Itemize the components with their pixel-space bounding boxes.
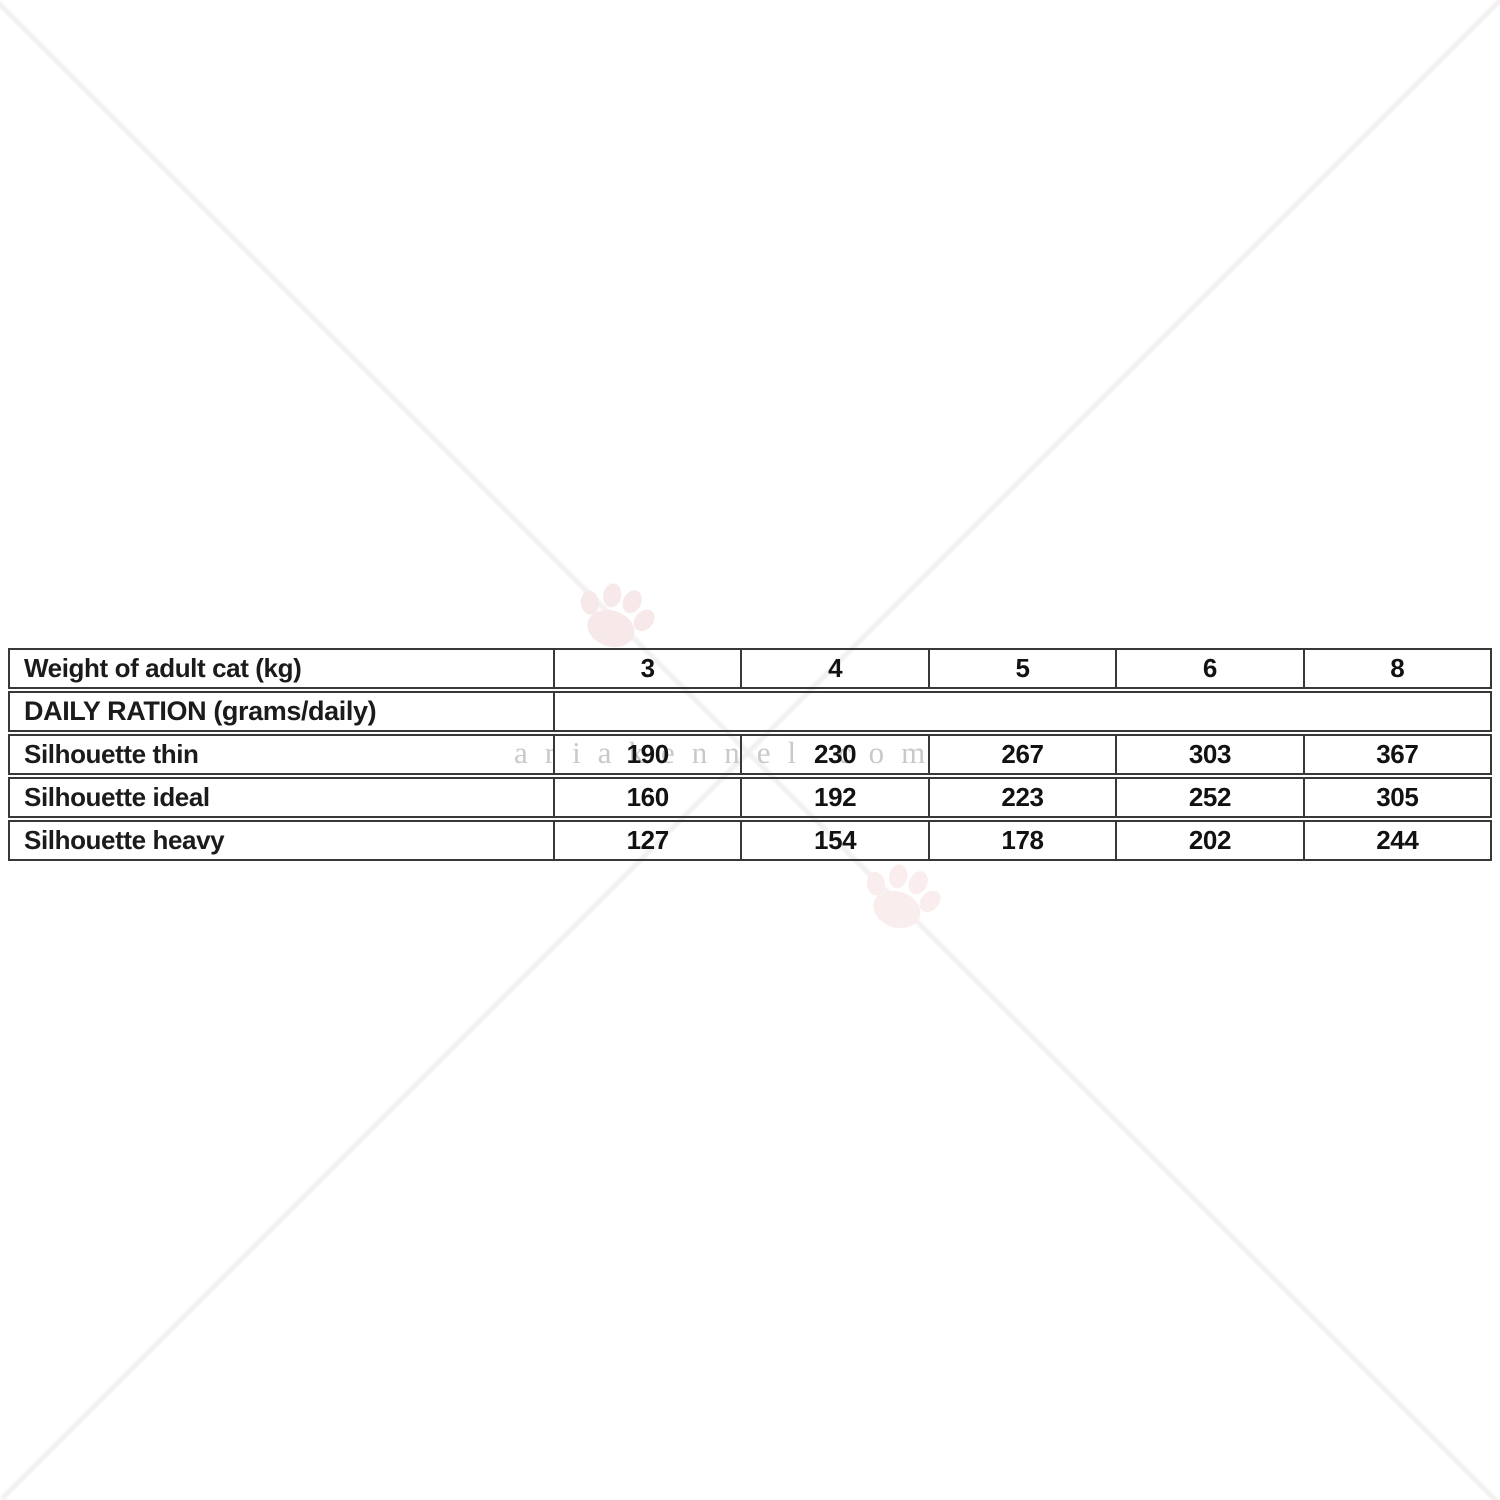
weight-col-8: 8 (1302, 650, 1490, 687)
ration-value: 252 (1115, 779, 1302, 816)
table-row-silhouette-ideal: Silhouette ideal 160 192 223 252 305 (8, 777, 1492, 818)
ration-value: 202 (1115, 822, 1302, 859)
weight-col-3: 3 (553, 650, 740, 687)
ration-value: 127 (553, 822, 740, 859)
daily-ration-label: DAILY RATION (grams/daily) (24, 696, 377, 726)
ration-value: 223 (927, 779, 1115, 816)
paw-watermark-icon (866, 864, 941, 929)
ration-value: 160 (553, 779, 740, 816)
ration-value: 244 (1302, 822, 1490, 859)
site-watermark-text: ariakennel.com (514, 735, 943, 770)
ration-value: 178 (927, 822, 1115, 859)
table-row-silhouette-thin: Silhouette thin 190 230 267 303 367 (8, 734, 1492, 775)
ration-value: 230 (740, 736, 927, 773)
table-row-section-header: DAILY RATION (grams/daily) (8, 691, 1492, 732)
ration-value: 192 (740, 779, 927, 816)
ration-value: 190 (553, 736, 740, 773)
weight-col-6: 6 (1115, 650, 1302, 687)
daily-ration-empty-cell (553, 693, 1490, 730)
ration-value: 367 (1302, 736, 1490, 773)
ration-value: 267 (927, 736, 1115, 773)
row-label: Silhouette heavy (24, 825, 225, 855)
table-row-weight-header: Weight of adult cat (kg) 3 4 5 6 8 (8, 648, 1492, 689)
ration-value: 305 (1302, 779, 1490, 816)
row-label: Silhouette thin (24, 739, 199, 769)
weight-header-label: Weight of adult cat (kg) (24, 653, 302, 683)
ration-value: 154 (740, 822, 927, 859)
weight-col-5: 5 (927, 650, 1115, 687)
feeding-guide-table: Weight of adult cat (kg) 3 4 5 6 8 DAILY… (8, 648, 1492, 861)
table-row-silhouette-heavy: Silhouette heavy 127 154 178 202 244 (8, 820, 1492, 861)
row-label: Silhouette ideal (24, 782, 210, 812)
weight-col-4: 4 (740, 650, 927, 687)
paw-watermark-icon (580, 583, 655, 648)
ration-value: 303 (1115, 736, 1302, 773)
